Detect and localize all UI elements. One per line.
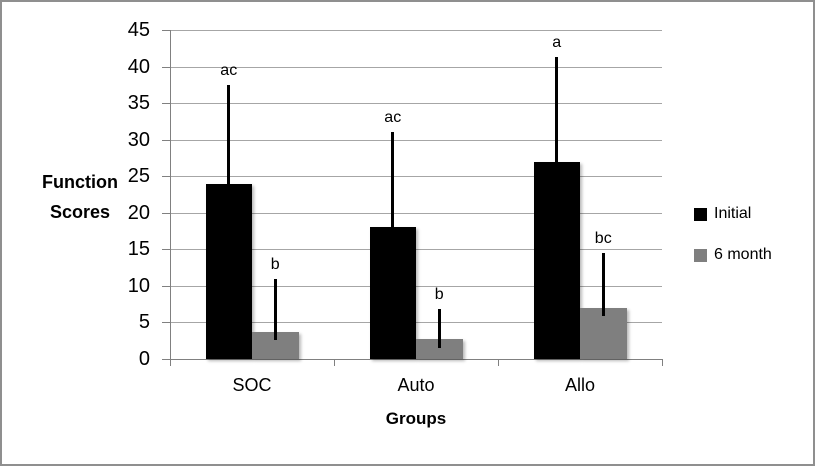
sig-label-6-month-auto: b [434, 286, 444, 304]
y-axis-tick-0 [162, 359, 170, 360]
error-bar-6-month-allo [601, 252, 605, 316]
legend-item-initial: Initial [694, 205, 772, 223]
x-axis-tick-0 [170, 360, 171, 366]
error-bar-initial-auto [391, 132, 395, 228]
bar-6-month-auto [416, 338, 463, 359]
y-tick-label-45: 45 [127, 19, 150, 41]
y-axis-tick-15 [162, 249, 170, 251]
y-axis-tick-45 [162, 30, 170, 31]
y-tick-label-30: 30 [127, 128, 150, 151]
y-tick-label-0: 0 [138, 348, 150, 370]
gridline-45 [170, 30, 662, 31]
y-axis-tick-25 [162, 176, 170, 178]
sig-label-6-month-allo: bc [594, 229, 612, 247]
x-tick-label-allo: Allo [564, 375, 595, 395]
bar-initial-allo [533, 161, 580, 359]
legend-label: 6 month [714, 246, 772, 263]
y-tick-label-10: 10 [127, 274, 150, 297]
error-bar-6-month-auto [437, 309, 441, 349]
y-axis-title: Function Scores [20, 167, 140, 227]
gridline-10 [170, 285, 662, 287]
sig-label-initial-allo: a [552, 34, 562, 52]
y-axis-title-line2: Scores [49, 202, 111, 222]
y-tick-label-25: 25 [127, 165, 150, 188]
sig-label-initial-auto: ac [384, 109, 402, 127]
error-bar-initial-soc [227, 84, 231, 184]
y-tick-label-5: 5 [138, 311, 150, 334]
y-axis-title-line1: Function [42, 172, 118, 192]
y-tick-label-20: 20 [127, 201, 150, 224]
y-tick-label-40: 40 [127, 55, 150, 78]
y-axis-tick-5 [162, 322, 170, 324]
gridline-30 [170, 139, 662, 141]
x-axis-line [170, 359, 663, 360]
bar-6-month-allo [580, 307, 627, 359]
gridline-35 [170, 103, 662, 105]
gridline-15 [170, 249, 662, 251]
y-axis-tick-30 [162, 139, 170, 141]
legend-item-6-month: 6 month [694, 246, 772, 264]
y-tick-label-15: 15 [127, 238, 150, 261]
legend-swatch-icon [694, 207, 707, 221]
gridline-20 [170, 212, 662, 214]
legend-swatch-icon [694, 248, 707, 262]
legend-label: Initial [714, 205, 752, 222]
y-tick-label-35: 35 [127, 92, 150, 115]
bar-initial-auto [369, 227, 416, 359]
x-axis-title: Groups [385, 409, 447, 428]
x-axis-tick-1 [334, 360, 335, 366]
x-tick-label-auto: Auto [397, 375, 435, 395]
x-axis-tick-3 [662, 360, 663, 366]
y-axis-tick-10 [162, 285, 170, 287]
y-axis-tick-35 [162, 103, 170, 105]
x-axis-tick-2 [498, 360, 499, 366]
bar-initial-soc [205, 183, 252, 359]
gridline-40 [170, 66, 662, 68]
y-axis-tick-40 [162, 66, 170, 68]
error-bar-6-month-soc [273, 278, 277, 340]
gridline-5 [170, 322, 662, 324]
y-axis-line [170, 30, 171, 359]
legend: Initial 6 month [694, 205, 772, 264]
sig-label-6-month-soc: b [270, 255, 280, 273]
error-bar-initial-allo [555, 57, 559, 162]
gridline-25 [170, 176, 662, 178]
y-axis-tick-20 [162, 212, 170, 214]
x-tick-label-soc: SOC [232, 375, 272, 395]
sig-label-initial-soc: ac [220, 61, 238, 79]
